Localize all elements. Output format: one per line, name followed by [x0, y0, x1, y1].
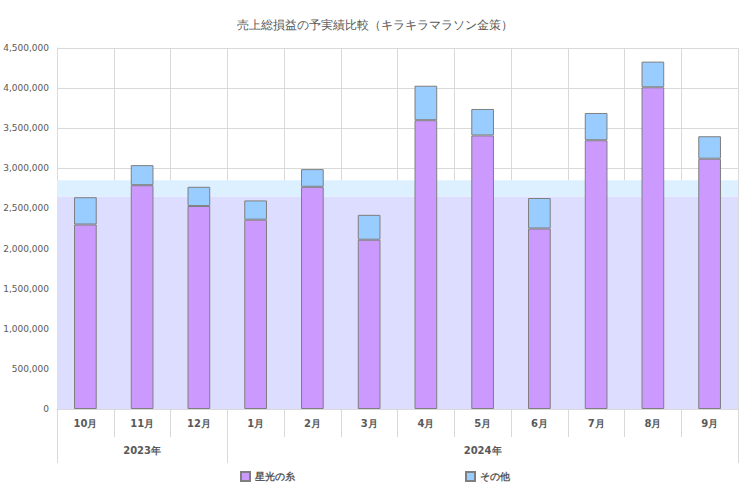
svg-text:9月: 9月	[701, 418, 718, 429]
svg-text:3,500,000: 3,500,000	[3, 123, 49, 133]
svg-text:0: 0	[43, 404, 49, 414]
svg-text:2,000,000: 2,000,000	[3, 244, 49, 254]
svg-text:5月: 5月	[474, 418, 491, 429]
svg-text:4月: 4月	[417, 418, 434, 429]
svg-text:2月: 2月	[304, 418, 321, 429]
svg-text:8月: 8月	[644, 418, 661, 429]
svg-text:星光の糸: 星光の糸	[254, 471, 296, 482]
svg-text:1,000,000: 1,000,000	[3, 324, 49, 334]
svg-text:その他: その他	[480, 471, 511, 482]
svg-text:2024年: 2024年	[464, 445, 502, 456]
svg-text:4,000,000: 4,000,000	[3, 83, 49, 93]
svg-text:2,500,000: 2,500,000	[3, 203, 49, 213]
svg-text:4,500,000: 4,500,000	[3, 43, 49, 53]
svg-text:3,000,000: 3,000,000	[3, 163, 49, 173]
svg-text:売上総損益の予実績比較（キラキラマラソン金策）: 売上総損益の予実績比較（キラキラマラソン金策）	[237, 18, 513, 32]
svg-text:7月: 7月	[588, 418, 605, 429]
svg-text:11月: 11月	[130, 418, 154, 429]
svg-text:2023年: 2023年	[123, 445, 161, 456]
svg-text:1月: 1月	[247, 418, 264, 429]
svg-text:1,500,000: 1,500,000	[3, 284, 49, 294]
svg-text:6月: 6月	[531, 418, 548, 429]
svg-text:12月: 12月	[187, 418, 211, 429]
svg-text:500,000: 500,000	[12, 364, 49, 374]
svg-text:10月: 10月	[73, 418, 97, 429]
svg-text:3月: 3月	[361, 418, 378, 429]
